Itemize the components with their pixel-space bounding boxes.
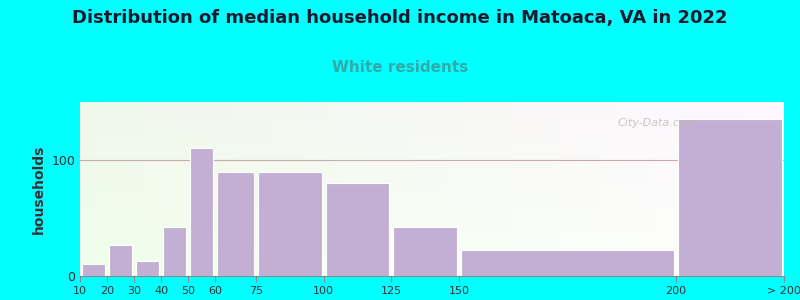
Bar [163,227,186,276]
Text: Distribution of median household income in Matoaca, VA in 2022: Distribution of median household income … [72,9,728,27]
Bar [136,261,159,276]
Bar [218,172,254,276]
Text: City-Data.com: City-Data.com [618,118,697,128]
Bar [258,172,322,276]
Bar [678,119,782,276]
Bar [190,148,214,276]
Text: White residents: White residents [332,60,468,75]
Bar [82,264,105,276]
Bar [109,245,132,276]
Bar [461,250,674,276]
Bar [326,183,390,276]
Y-axis label: households: households [32,144,46,234]
Bar [394,227,457,276]
